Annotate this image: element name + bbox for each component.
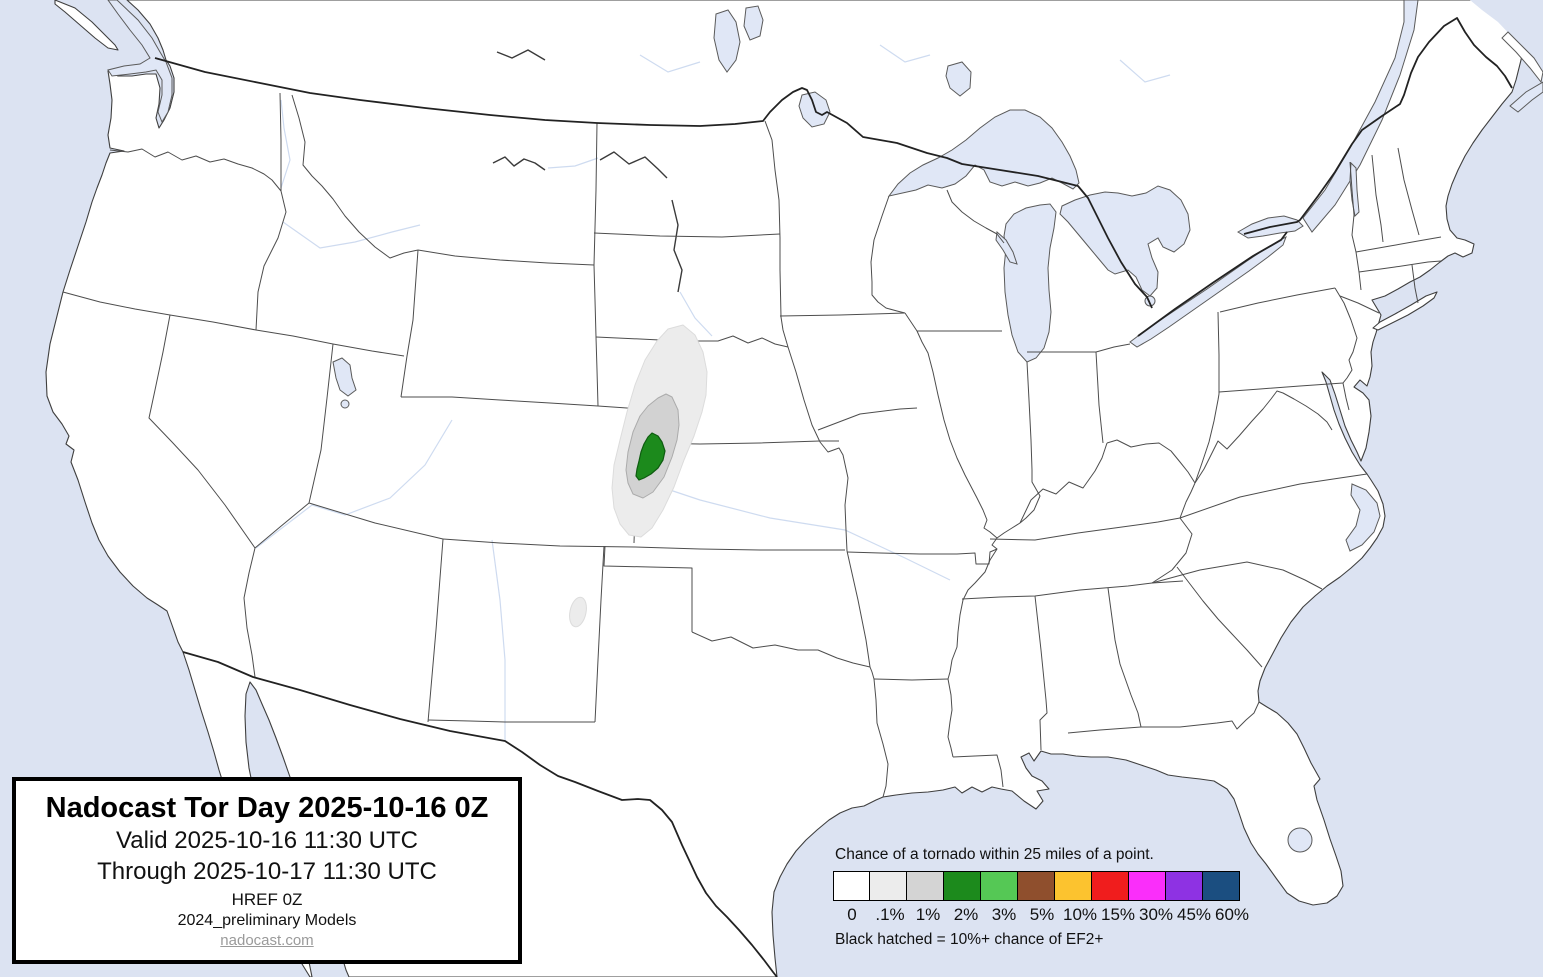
legend-label-10%: 10% [1062,905,1098,924]
legend-swatch-.1% [870,871,907,901]
legend-labels: 0 .1% 1% 2% 3% 5% 10% 15% 30% 45% 60% [833,905,1251,925]
legend-swatch-15% [1092,871,1129,901]
legend-label-.1%: .1% [875,905,905,924]
lake-champlain [1349,161,1360,218]
model-label: HREF 0Z [231,890,303,910]
legend-swatch-10% [1055,871,1092,901]
lake-winnipeg [713,9,741,73]
nadocast-link[interactable]: nadocast.com [220,932,314,950]
title-box: Nadocast Tor Day 2025-10-16 0Z Valid 202… [12,777,522,964]
legend-label-0: 0 [847,905,857,924]
legend-label-3%: 3% [991,905,1017,924]
mexico-border [182,651,778,977]
fort-peck-lake [492,156,546,171]
legend-swatch-1% [907,871,944,901]
land-mass [45,0,1531,977]
probability-legend: Chance of a tornado within 25 miles of a… [833,846,1251,949]
legend-label-5%: 5% [1029,905,1055,924]
legend-label-15%: 15% [1100,905,1136,924]
pamlico-sound [1345,483,1381,552]
milk-river [496,49,546,61]
legend-swatch-2% [944,871,981,901]
contour-2-percent [635,432,666,481]
lake-erie [1129,235,1287,348]
legend-swatch-60% [1203,871,1240,901]
legend-label-2%: 2% [953,905,979,924]
legend-swatch-3% [981,871,1018,901]
legend-swatch-0 [833,871,870,901]
lake-okeechobee [1287,827,1313,853]
legend-label-60%: 60% [1214,905,1250,924]
great-salt-lake [332,357,357,397]
bay-of-fundy [1509,81,1543,113]
canada-border-erie-ontario [1137,17,1513,337]
national-borders [154,17,1513,977]
valid-time: Valid 2025-10-16 11:30 UTC [116,826,418,854]
rivers [255,44,1171,741]
legend-label-1%: 1% [915,905,941,924]
utah-lake [340,399,350,409]
legend-swatch-5% [1018,871,1055,901]
vancouver-island [54,0,119,51]
legend-swatch-45% [1166,871,1203,901]
lake-nipigon [945,61,972,97]
forecast-title: Nadocast Tor Day 2025-10-16 0Z [45,791,489,824]
legend-label-30%: 30% [1138,905,1174,924]
models-label: 2024_preliminary Models [177,912,357,930]
gulf-of-st-lawrence [1470,0,1543,78]
legend-note: Black hatched = 10%+ chance of EF2+ [835,931,1104,948]
contour-0-1-percent-spot [569,596,587,628]
legend-swatch-30% [1129,871,1166,901]
lake-oahe [671,199,683,293]
legend-heading: Chance of a tornado within 25 miles of a… [835,846,1154,863]
legend-label-45%: 45% [1176,905,1212,924]
lake-huron [1059,185,1191,297]
tornado-probability-contours [569,324,708,628]
legend-color-bar [833,871,1251,901]
continent [45,0,1531,977]
lake-sakakawea [599,151,668,179]
canada-border [154,57,1153,309]
long-island [1372,291,1438,331]
nova-scotia [1501,31,1543,84]
state-borders [62,92,1442,798]
reservoirs [492,49,683,293]
lake-manitoba [743,5,764,41]
through-time: Through 2025-10-17 11:30 UTC [97,857,437,885]
st-lawrence-river [1302,0,1419,233]
